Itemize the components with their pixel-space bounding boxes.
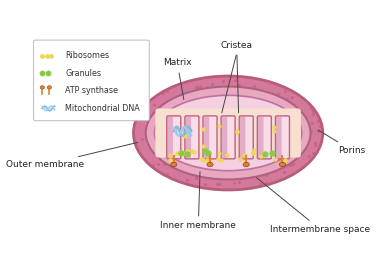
Text: Porins: Porins [318,130,366,155]
Text: Mitochondrial DNA: Mitochondrial DNA [65,104,140,113]
Text: Cristea: Cristea [221,41,253,50]
Ellipse shape [279,162,285,167]
Ellipse shape [40,86,44,89]
Ellipse shape [171,162,177,167]
Ellipse shape [243,162,249,167]
FancyBboxPatch shape [239,116,253,159]
FancyBboxPatch shape [257,116,271,159]
Ellipse shape [207,162,213,167]
Text: Intermembrane space: Intermembrane space [256,178,370,234]
FancyBboxPatch shape [221,116,235,159]
FancyBboxPatch shape [203,116,217,159]
Text: Outer membrane: Outer membrane [6,143,138,169]
Ellipse shape [47,86,52,89]
Ellipse shape [146,87,310,179]
FancyBboxPatch shape [222,116,227,158]
Text: Granules: Granules [65,69,101,78]
FancyBboxPatch shape [276,116,290,159]
Text: Ribosomes: Ribosomes [65,51,109,60]
Text: ATP synthase: ATP synthase [65,87,118,95]
FancyBboxPatch shape [258,116,263,158]
Ellipse shape [155,95,302,171]
FancyBboxPatch shape [276,116,282,158]
FancyBboxPatch shape [203,116,209,158]
Text: Inner membrane: Inner membrane [160,172,236,230]
FancyBboxPatch shape [155,108,301,158]
FancyBboxPatch shape [167,116,181,159]
FancyBboxPatch shape [185,116,191,158]
FancyBboxPatch shape [240,116,245,158]
FancyBboxPatch shape [185,116,199,159]
Text: Matrix: Matrix [163,59,192,100]
FancyBboxPatch shape [167,116,173,158]
Ellipse shape [133,76,323,190]
FancyBboxPatch shape [33,40,149,121]
